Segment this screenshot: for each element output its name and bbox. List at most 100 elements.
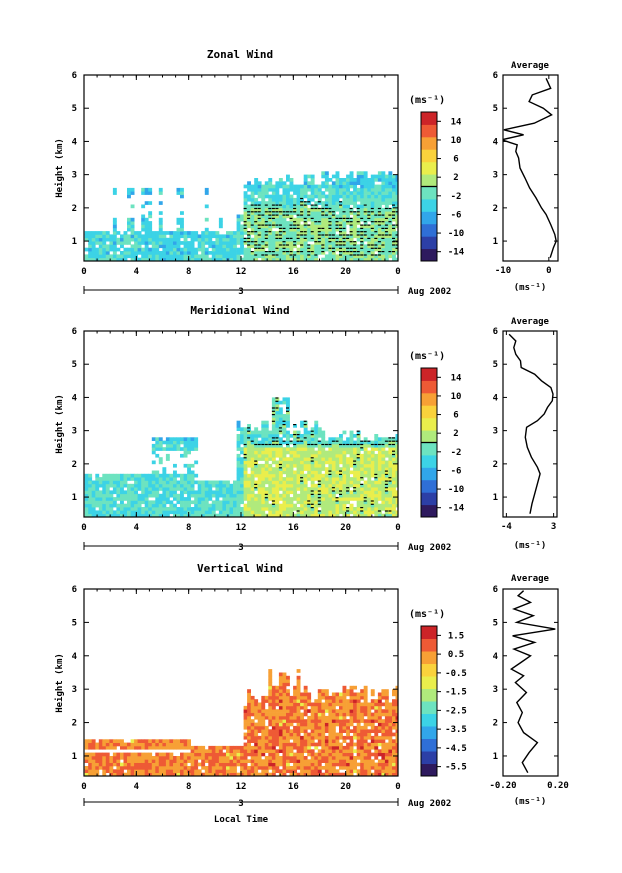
heatmap-cell: [141, 237, 146, 242]
heatmap-cell: [271, 241, 276, 245]
heatmap-cell: [105, 759, 110, 763]
heatmap-cell: [303, 214, 308, 219]
heatmap-cell: [240, 251, 244, 255]
heatmap-cell: [324, 184, 329, 189]
contour-segment: [268, 443, 272, 446]
heatmap-cell: [395, 178, 398, 182]
heatmap-cell: [116, 756, 121, 760]
heatmap-cell: [91, 247, 96, 252]
contour-segment: [317, 237, 321, 239]
heatmap-cell: [158, 762, 163, 767]
heatmap-cell: [303, 742, 308, 747]
contour-segment: [392, 237, 395, 239]
heatmap-cell: [247, 211, 251, 215]
heatmap-cell: [158, 437, 163, 441]
heatmap-cell: [317, 440, 322, 445]
heatmap-cell: [384, 483, 389, 488]
heatmap-cell: [392, 447, 396, 451]
heatmap-cell: [130, 234, 135, 239]
heatmap-cell: [194, 234, 199, 239]
heatmap-cell: [353, 470, 357, 475]
heatmap-cell: [233, 500, 237, 505]
heatmap-cell: [243, 467, 248, 471]
heatmap-cell: [247, 480, 251, 485]
heatmap-cell: [300, 227, 304, 232]
heatmap-cell: [204, 237, 209, 242]
heatmap-cell: [268, 759, 273, 763]
heatmap-cell: [173, 759, 177, 763]
heatmap-cell: [335, 191, 340, 195]
heatmap-cell: [278, 477, 283, 481]
heatmap-cell: [247, 237, 251, 242]
contour-segment: [300, 234, 304, 236]
heatmap-cell: [307, 467, 312, 471]
heatmap-cell: [275, 204, 280, 209]
heatmap-cell: [328, 217, 333, 222]
heatmap-cell: [158, 221, 163, 225]
heatmap-cell: [169, 766, 174, 770]
heatmap-cell: [282, 227, 287, 232]
heatmap-cell: [392, 443, 396, 448]
contour-segment: [257, 217, 261, 219]
heatmap-cell: [381, 197, 386, 202]
heatmap-cell: [151, 772, 156, 776]
heatmap-cell: [144, 241, 149, 245]
heatmap-cell: [296, 712, 301, 717]
heatmap-cell: [303, 453, 308, 458]
heatmap-cell: [102, 257, 107, 261]
heatmap-cell: [201, 251, 206, 255]
heatmap-cell: [346, 251, 350, 255]
heatmap-cell: [271, 487, 276, 491]
heatmap-cell: [137, 500, 142, 505]
y-axis-label: Height (km): [54, 394, 65, 454]
heatmap-cell: [271, 699, 276, 703]
heatmap-cell: [109, 503, 114, 508]
heatmap-cell: [173, 477, 177, 481]
heatmap-cell: [257, 705, 262, 710]
heatmap-cell: [289, 251, 294, 255]
heatmap-cell: [356, 430, 361, 435]
heatmap-cell: [243, 513, 248, 517]
heatmap-cell: [208, 237, 213, 242]
heatmap-cell: [377, 467, 382, 471]
heatmap-cell: [112, 497, 117, 501]
heatmap-cell: [180, 440, 184, 445]
contour-segment: [282, 241, 286, 243]
contour-segment: [388, 437, 392, 439]
heatmap-cell: [165, 487, 170, 491]
heatmap-cell: [349, 174, 354, 179]
heatmap-cell: [286, 689, 290, 693]
heatmap-cell: [381, 443, 386, 448]
heatmap-cell: [141, 204, 146, 209]
contour-segment: [247, 211, 251, 213]
contour-segment: [296, 440, 300, 442]
heatmap-cell: [268, 766, 273, 770]
heatmap-cell: [296, 204, 301, 209]
heatmap-cell: [317, 695, 322, 700]
heatmap-cell: [282, 732, 287, 737]
heatmap-cell: [268, 705, 273, 710]
heatmap-cell: [377, 507, 382, 511]
heatmap-cell: [342, 467, 347, 471]
heatmap-cell: [310, 709, 315, 713]
heatmap-cell: [148, 241, 153, 245]
heatmap-cell: [204, 191, 209, 195]
heatmap-cell: [116, 752, 121, 757]
heatmap-cell: [127, 497, 131, 501]
heatmap-cell: [289, 477, 294, 481]
heatmap-cell: [346, 497, 350, 501]
heatmap-cell: [112, 224, 117, 229]
heatmap-cell: [215, 231, 220, 235]
heatmap-cell: [268, 440, 273, 445]
heatmap-cell: [363, 231, 368, 235]
heatmap-cell: [88, 473, 93, 478]
heatmap-cell: [243, 725, 248, 730]
contour-segment: [367, 237, 371, 239]
contour-segment: [392, 443, 395, 446]
heatmap-cell: [218, 217, 223, 222]
heatmap-cell: [395, 443, 398, 448]
heatmap-cell: [392, 490, 396, 495]
heatmap-cell: [339, 487, 343, 491]
heatmap-cell: [307, 440, 312, 445]
contour-segment: [384, 480, 388, 482]
